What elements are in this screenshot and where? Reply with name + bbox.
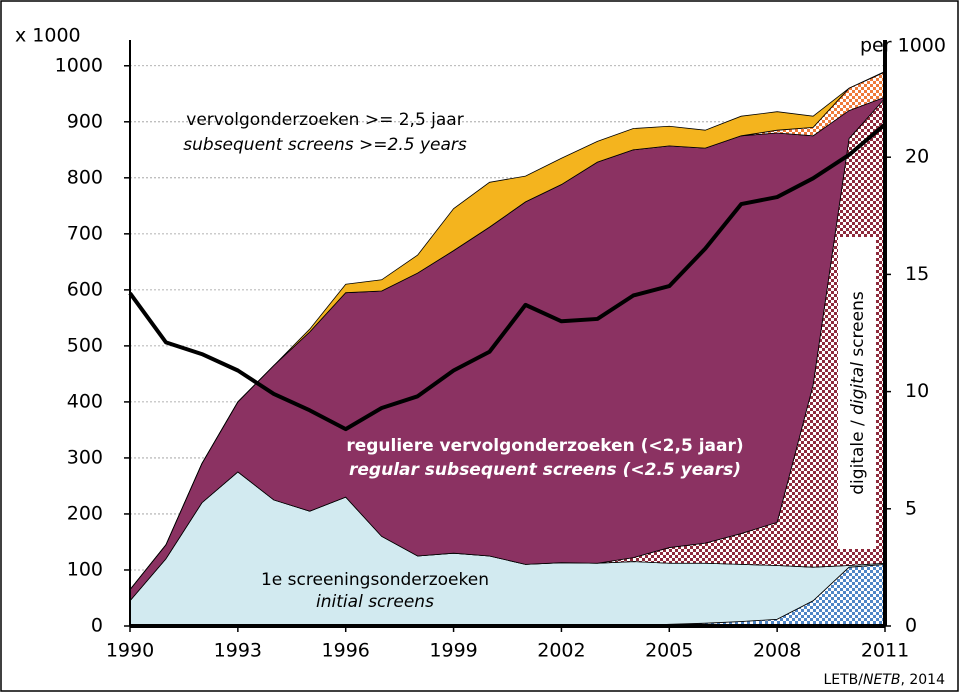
source-part: , 2014 <box>900 672 945 688</box>
annotation: subsequent screens >=2.5 years <box>183 135 467 155</box>
y2-tick-label: 20 <box>905 146 929 168</box>
line <box>128 122 887 432</box>
x-tick-label: 2005 <box>645 640 693 662</box>
annotation: regular subsequent screens (<2.5 years) <box>349 460 741 480</box>
source: LETB/NETB, 2014 <box>823 672 945 688</box>
x-tick-label: 1990 <box>106 640 154 662</box>
annotation-part: screens <box>848 291 868 362</box>
y-tick-label: 800 <box>67 166 103 188</box>
y-tick-label: 300 <box>67 446 103 468</box>
annotation: digitale / digital screens <box>848 291 868 495</box>
y-tick-label: 900 <box>67 110 103 132</box>
source-part: LETB/ <box>823 672 863 688</box>
y-tick-label: 0 <box>91 615 103 637</box>
y2-tick-label: 10 <box>905 380 929 402</box>
annotation: vervolgonderzoeken >= 2,5 jaar <box>186 110 463 130</box>
y-tick-label: 400 <box>67 390 103 412</box>
x-tick-label: 2011 <box>861 640 909 662</box>
y-tick-label: 100 <box>67 558 103 580</box>
x-tick-label: 2008 <box>753 640 801 662</box>
annotation-part: digital <box>848 362 868 415</box>
annotation: reguliere vervolgonderzoeken (<2,5 jaar) <box>346 436 743 456</box>
y2-tick-label: 0 <box>905 615 917 637</box>
y-tick-label: 1000 <box>55 54 103 76</box>
label-background <box>838 237 876 549</box>
y2-tick-label: 15 <box>905 263 929 285</box>
annotation-part: digitale / <box>848 415 868 495</box>
x-tick-label: 2002 <box>537 640 585 662</box>
y-tick-label: 600 <box>67 278 103 300</box>
x-tick-label: 1999 <box>429 640 477 662</box>
y-tick-label: 700 <box>67 222 103 244</box>
annotation: initial screens <box>316 592 434 612</box>
y2-tick-label: 5 <box>905 497 917 519</box>
y2-axis-label: per 1000 <box>860 35 946 57</box>
y-tick-label: 200 <box>67 502 103 524</box>
x-tick-label: 1996 <box>322 640 370 662</box>
source-part: NETB <box>863 672 900 688</box>
x-tick-label: 1993 <box>214 640 262 662</box>
y-tick-label: 500 <box>67 334 103 356</box>
annotation: 1e screeningsonderzoeken <box>261 570 489 590</box>
y-axis-label: x 1000 <box>15 25 81 47</box>
